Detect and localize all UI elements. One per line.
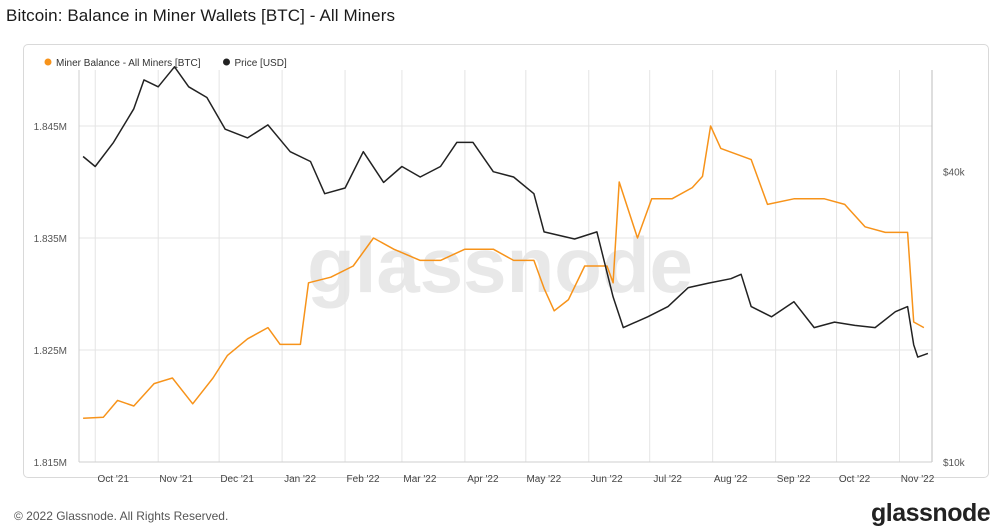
- price-line: [82, 66, 929, 358]
- x-tick-label: Nov '21: [159, 474, 193, 485]
- chart-title: Bitcoin: Balance in Miner Wallets [BTC] …: [6, 6, 396, 25]
- chart-panel: [23, 44, 989, 478]
- legend-miner-balance-label: Miner Balance - All Miners [BTC]: [56, 58, 201, 69]
- x-tick-label: Nov '22: [901, 474, 935, 485]
- legend-price-swatch: [223, 58, 230, 66]
- x-tick-label: Jul '22: [653, 474, 682, 485]
- legend-miner-balance-swatch: [44, 58, 52, 66]
- y-right-tick-label: $10k: [943, 458, 966, 469]
- watermark: glassnode: [307, 221, 693, 309]
- y-left-tick-label: 1.845M: [34, 122, 67, 133]
- x-tick-label: Jun '22: [591, 474, 623, 485]
- y-right-tick-label: $40k: [943, 168, 966, 179]
- x-tick-label: Feb '22: [347, 474, 380, 485]
- x-tick-label: Apr '22: [467, 474, 499, 485]
- x-tick-label: Sep '22: [777, 474, 811, 485]
- x-tick-label: Aug '22: [714, 474, 748, 485]
- miner-balance-line: [83, 125, 925, 420]
- x-tick-label: Oct '21: [98, 474, 130, 485]
- x-tick-label: Dec '21: [220, 474, 254, 485]
- glassnode-logo: glassnode: [871, 499, 991, 527]
- x-tick-label: Oct '22: [839, 474, 871, 485]
- y-left-tick-label: 1.815M: [34, 458, 67, 469]
- y-left-tick-label: 1.825M: [34, 346, 67, 357]
- y-left-tick-label: 1.835M: [34, 234, 67, 245]
- x-tick-label: Mar '22: [403, 474, 436, 485]
- copyright-footer: © 2022 Glassnode. All Rights Reserved.: [14, 509, 229, 523]
- x-tick-label: May '22: [526, 474, 561, 485]
- x-tick-label: Jan '22: [284, 474, 316, 485]
- legend-price-label: Price [USD]: [235, 58, 287, 69]
